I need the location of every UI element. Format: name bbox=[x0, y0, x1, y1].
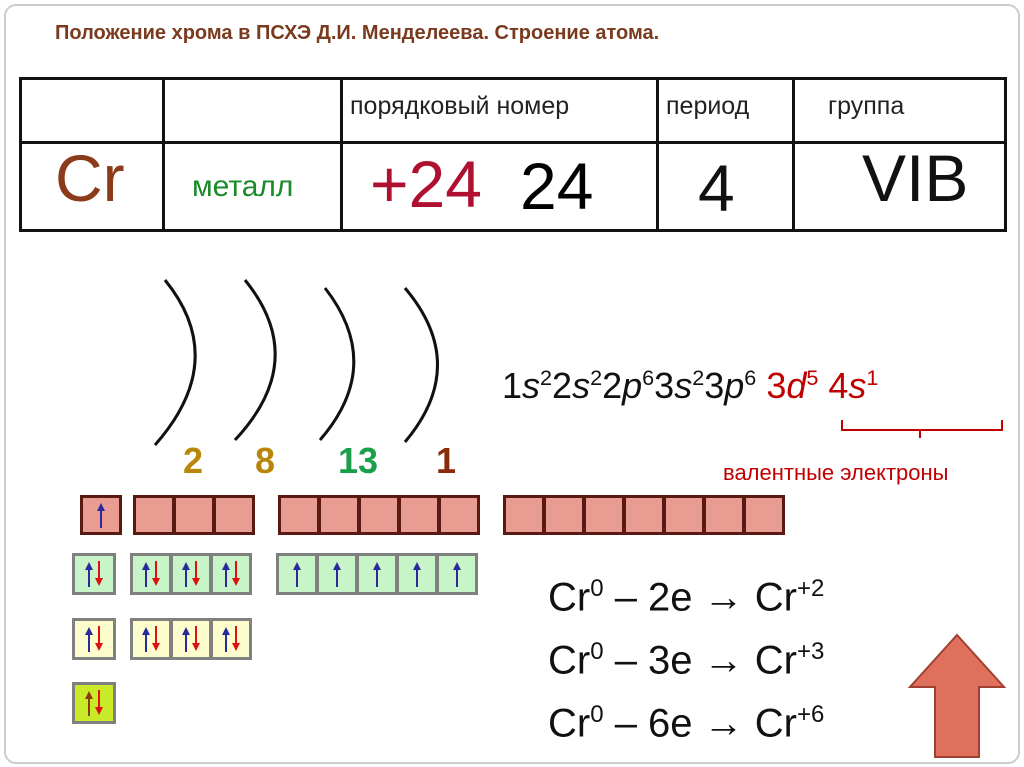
spin-down-arrow-icon bbox=[95, 561, 103, 586]
shell-count-1: 2 bbox=[183, 440, 204, 481]
spin-up-arrow-icon bbox=[182, 627, 190, 652]
period-value: 4 bbox=[698, 151, 735, 225]
oxidation-equation: Cr0 – 2e → Cr+2 bbox=[548, 575, 825, 620]
orbital-cell bbox=[743, 495, 785, 535]
orbital-cell bbox=[316, 553, 358, 595]
spin-down-arrow-icon bbox=[192, 626, 200, 651]
spin-down-arrow-icon bbox=[192, 561, 200, 586]
up-arrow-icon bbox=[907, 633, 1007, 758]
orbital-cell bbox=[133, 495, 175, 535]
orbital-cell bbox=[213, 495, 255, 535]
electron-shell-arcs bbox=[153, 279, 439, 446]
orbital-cell bbox=[703, 495, 745, 535]
valence-bracket bbox=[841, 420, 1003, 438]
header-group: группа bbox=[828, 92, 905, 120]
spin-up-arrow-icon bbox=[142, 627, 150, 652]
spin-down-arrow-icon bbox=[152, 626, 160, 651]
spin-up-arrow-icon bbox=[85, 691, 93, 716]
spin-up-arrow-icon bbox=[333, 562, 341, 587]
atomic-number-shadow: 24 bbox=[520, 149, 594, 223]
orbital-cell bbox=[80, 495, 122, 535]
oxidation-equation: Cr0 – 3e → Cr+3 bbox=[548, 638, 825, 683]
spin-up-arrow-icon bbox=[85, 562, 93, 587]
nuclear-charge: +24 bbox=[370, 147, 482, 221]
orbital-cell bbox=[583, 495, 625, 535]
shell-count-3: 13 bbox=[338, 440, 379, 481]
spin-up-arrow-icon bbox=[85, 627, 93, 652]
spin-up-arrow-icon bbox=[293, 562, 301, 587]
oxidation-equation: Cr0 – 6e → Cr+6 bbox=[548, 701, 825, 746]
orbital-cell bbox=[276, 553, 318, 595]
orbital-cell bbox=[170, 618, 212, 660]
spin-down-arrow-icon bbox=[232, 626, 240, 651]
orbital-cell bbox=[356, 553, 398, 595]
orbital-cell bbox=[623, 495, 665, 535]
header-number: порядковый номер bbox=[350, 92, 570, 120]
element-type: металл bbox=[192, 170, 294, 203]
orbital-cell bbox=[358, 495, 400, 535]
orbital-cell bbox=[72, 618, 116, 660]
spin-up-arrow-icon bbox=[222, 562, 230, 587]
orbital-cell bbox=[130, 553, 172, 595]
spin-up-arrow-icon bbox=[97, 503, 105, 528]
valence-label: валентные электроны bbox=[723, 460, 949, 485]
spin-down-arrow-icon bbox=[95, 626, 103, 651]
spin-up-arrow-icon bbox=[413, 562, 421, 587]
spin-down-arrow-icon bbox=[152, 561, 160, 586]
orbital-cell bbox=[396, 553, 438, 595]
slide-title: Положение хрома в ПСХЭ Д.И. Менделеева. … bbox=[55, 22, 660, 44]
orbital-cell bbox=[543, 495, 585, 535]
spin-down-arrow-icon bbox=[232, 561, 240, 586]
electron-configuration: 1s22s22p63s23p6 3d5 4s1 bbox=[502, 365, 879, 406]
spin-up-arrow-icon bbox=[222, 627, 230, 652]
orbital-cell bbox=[438, 495, 480, 535]
orbital-cell bbox=[170, 553, 212, 595]
shell-arc bbox=[153, 279, 197, 446]
shell-count-2: 8 bbox=[255, 440, 276, 481]
orbital-cell bbox=[436, 553, 478, 595]
orbital-cell bbox=[72, 553, 116, 595]
spin-up-arrow-icon bbox=[142, 562, 150, 587]
orbital-cell bbox=[318, 495, 360, 535]
orbital-cell bbox=[130, 618, 172, 660]
shell-arc bbox=[318, 287, 356, 441]
orbital-cell bbox=[173, 495, 215, 535]
shell-arc bbox=[233, 279, 277, 442]
orbital-cell bbox=[663, 495, 705, 535]
spin-down-arrow-icon bbox=[95, 690, 103, 715]
orbital-cell bbox=[72, 682, 116, 724]
slide-frame bbox=[4, 4, 1020, 764]
header-period: период bbox=[666, 92, 750, 120]
spin-up-arrow-icon bbox=[373, 562, 381, 587]
orbital-cell bbox=[503, 495, 545, 535]
orbital-cell bbox=[398, 495, 440, 535]
shell-count-4: 1 bbox=[436, 440, 457, 481]
element-symbol: Cr bbox=[55, 141, 125, 215]
orbital-cell bbox=[278, 495, 320, 535]
spin-up-arrow-icon bbox=[453, 562, 461, 587]
group-value: VIB bbox=[862, 141, 969, 215]
shell-arc bbox=[403, 287, 439, 443]
spin-up-arrow-icon bbox=[182, 562, 190, 587]
orbital-cell bbox=[210, 553, 252, 595]
orbital-cell bbox=[210, 618, 252, 660]
